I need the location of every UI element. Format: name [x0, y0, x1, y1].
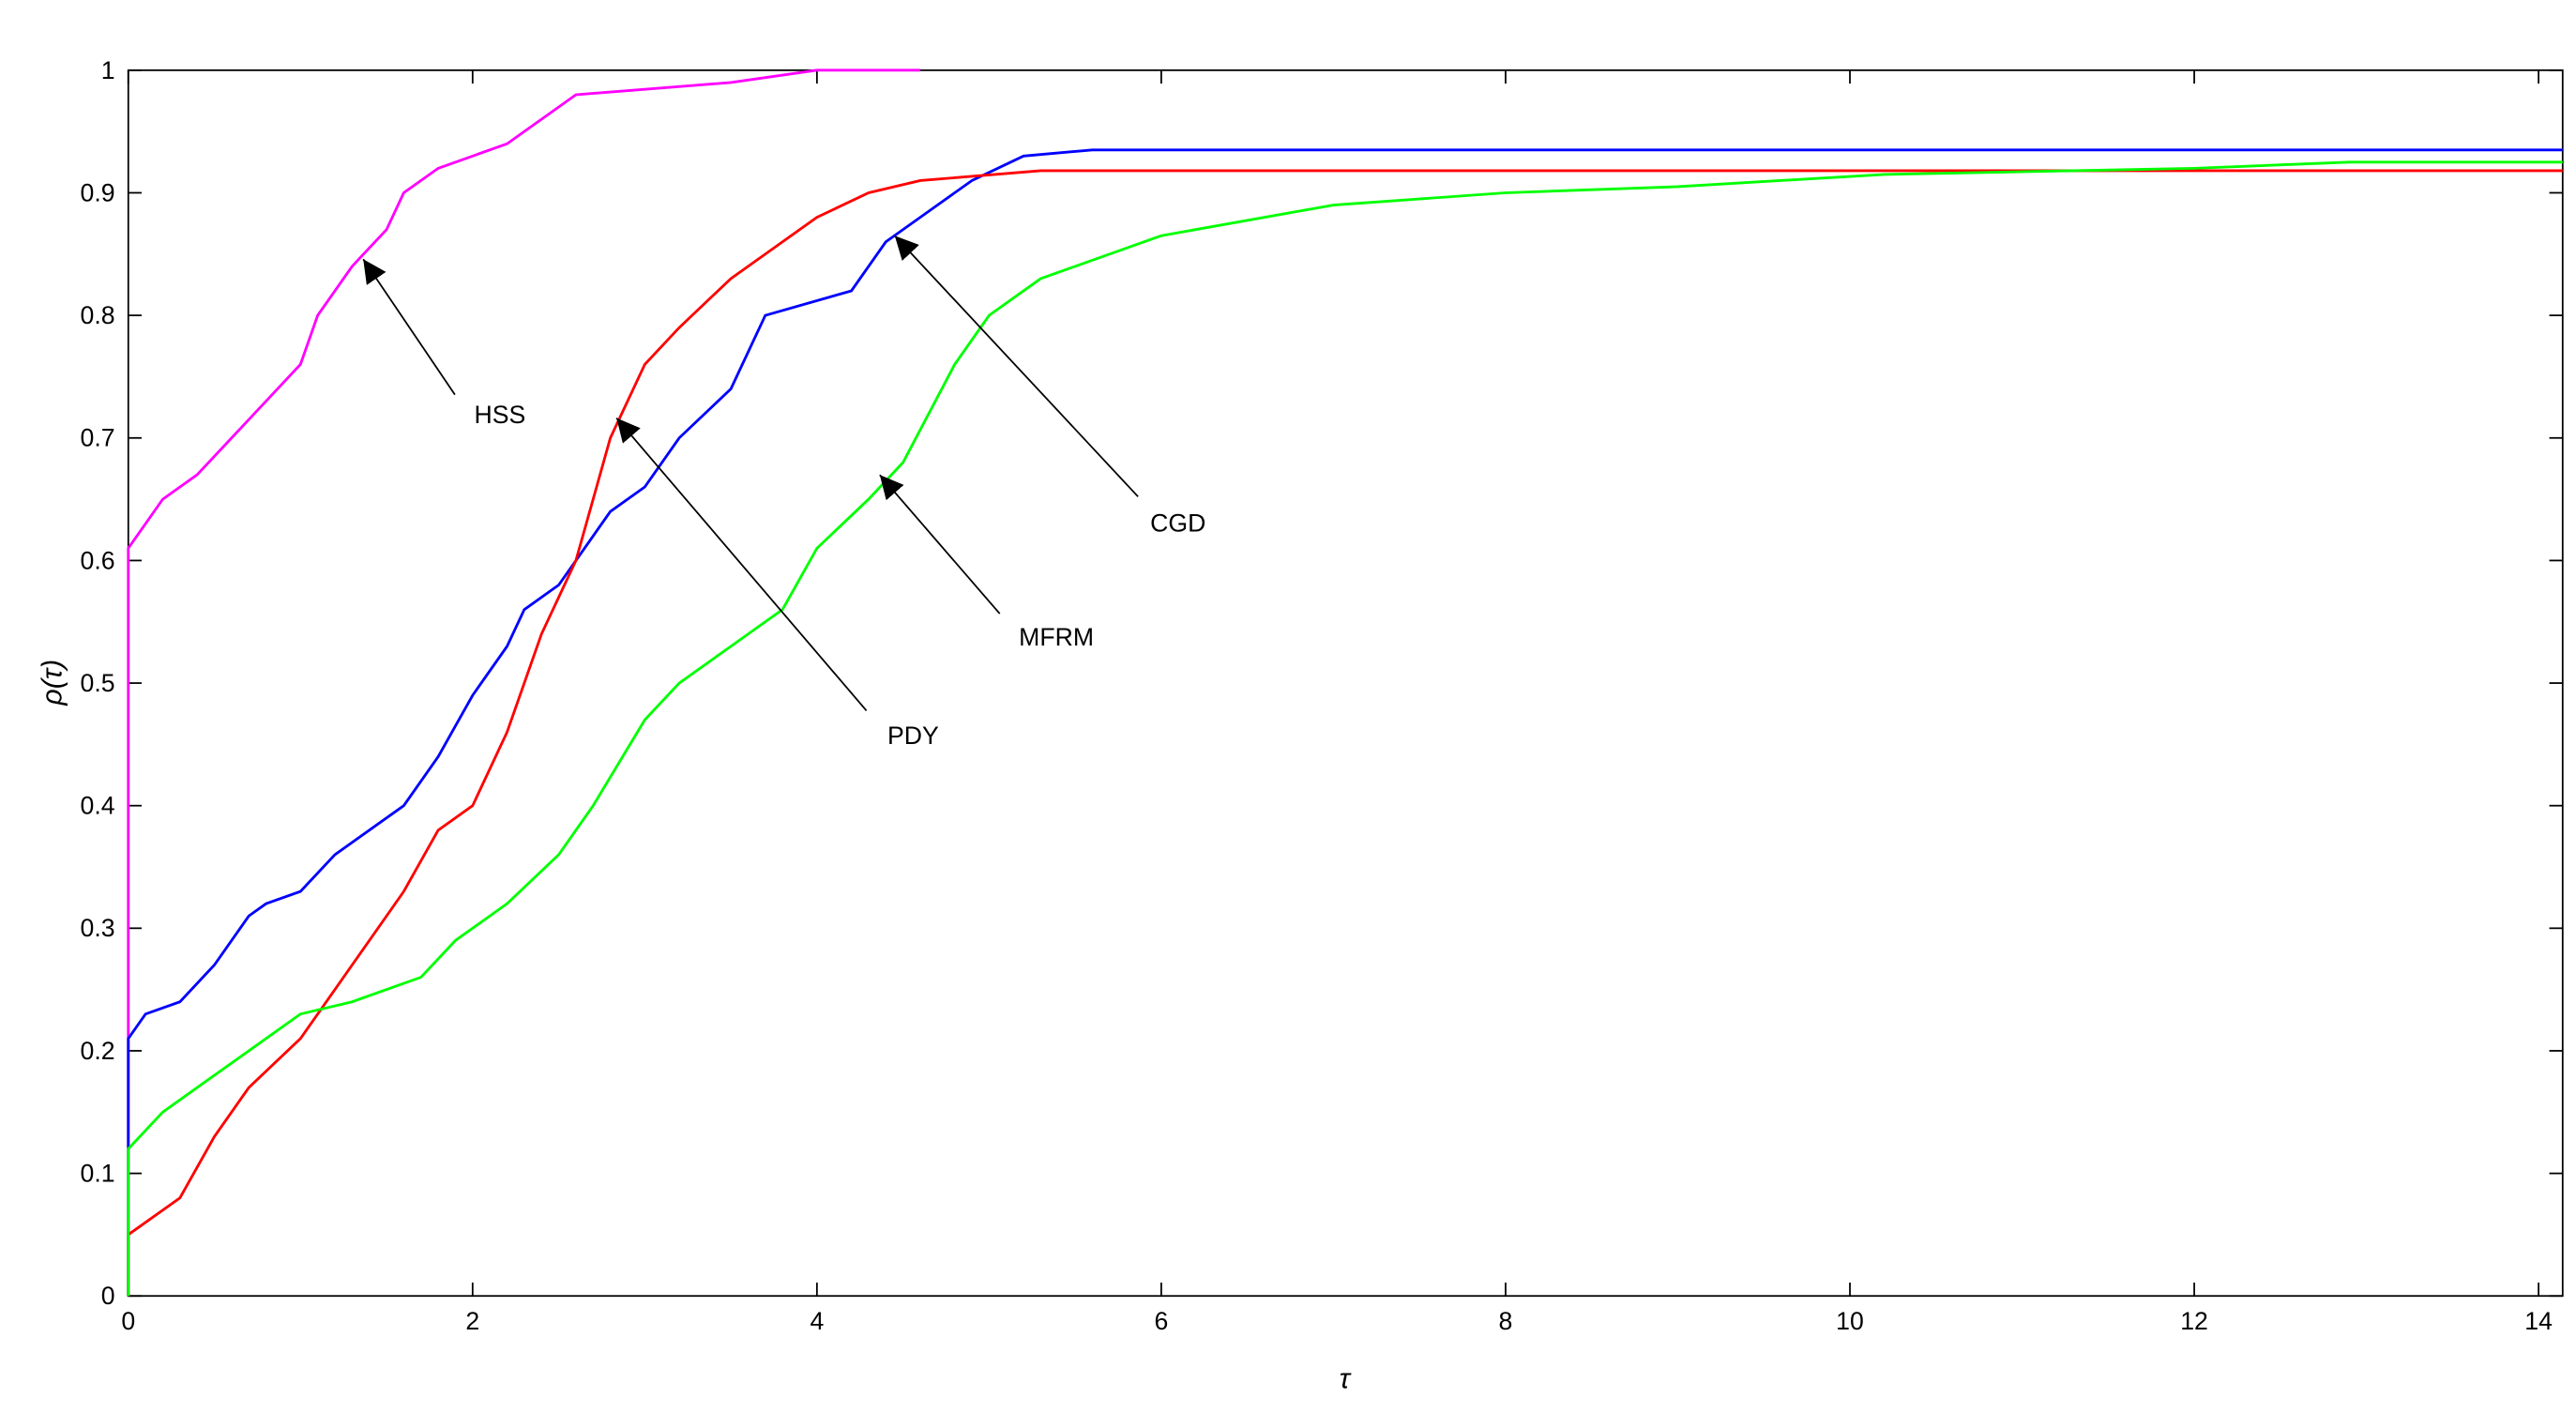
y-tick-label: 0.4: [81, 792, 115, 820]
y-tick-label: 0.2: [81, 1037, 115, 1065]
y-tick-label: 0: [101, 1282, 115, 1310]
x-tick-label: 4: [810, 1307, 824, 1335]
annotation: PDY: [887, 722, 939, 750]
data-line: [127, 148, 2563, 1297]
y-tick-label: 0.3: [81, 914, 115, 942]
data-line: [127, 68, 920, 1297]
y-tick-label: 0.8: [81, 301, 115, 329]
x-tick-label: 8: [1499, 1307, 1513, 1335]
x-tick-label: 6: [1154, 1307, 1168, 1335]
annotation: MFRM: [1019, 623, 1094, 651]
x-tick-label: 0: [121, 1307, 135, 1335]
data-line: [127, 169, 2563, 1297]
y-tick-label: 0.7: [81, 424, 115, 452]
x-tick-label: 14: [2524, 1307, 2553, 1335]
annotation-arrow: [615, 417, 868, 712]
x-axis-label: τ: [1340, 1363, 1352, 1394]
annotation: CGD: [1150, 509, 1205, 538]
annotation-arrow: [894, 235, 1139, 497]
annotation-arrow: [879, 474, 1001, 615]
y-tick-label: 1: [101, 56, 115, 84]
x-tick-label: 2: [465, 1307, 479, 1335]
annotation-arrow: [362, 258, 456, 396]
y-axis-label: ρ(τ): [38, 660, 68, 706]
plot-frame: [127, 68, 2564, 1298]
x-tick-label: 10: [1836, 1307, 1864, 1335]
y-tick-label: 0.1: [81, 1159, 115, 1187]
data-line: [127, 160, 2563, 1297]
y-tick-label: 0.6: [81, 546, 115, 574]
y-tick-label: 0.5: [81, 669, 115, 697]
y-tick-label: 0.9: [81, 178, 115, 206]
annotation: HSS: [474, 401, 525, 429]
x-tick-label: 12: [2180, 1307, 2208, 1335]
